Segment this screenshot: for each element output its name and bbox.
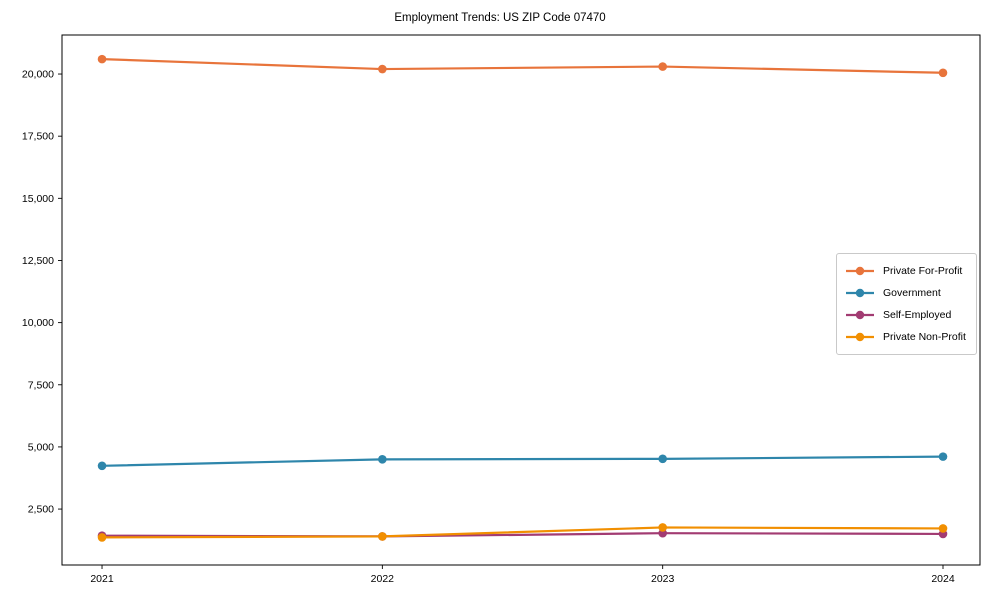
legend-item: Private For-Profit bbox=[845, 260, 966, 282]
chart-title: Employment Trends: US ZIP Code 07470 bbox=[394, 12, 606, 24]
legend-item-label: Private For-Profit bbox=[883, 265, 963, 277]
legend-line-marker-icon bbox=[846, 332, 874, 342]
data-point bbox=[97, 461, 107, 471]
data-point bbox=[938, 452, 948, 461]
legend-item-label: Self-Employed bbox=[883, 309, 952, 321]
y-tick-label: 15,000 bbox=[22, 193, 54, 205]
y-tick-label: 20,000 bbox=[22, 69, 54, 81]
legend-item: Government bbox=[845, 282, 966, 304]
legend-line-marker-icon bbox=[846, 266, 874, 276]
legend-line-marker-icon bbox=[846, 310, 874, 320]
y-tick-label: 7,500 bbox=[28, 379, 54, 391]
legend-item: Self-Employed bbox=[845, 304, 966, 326]
series-line-1 bbox=[100, 455, 945, 467]
x-tick-label: 2024 bbox=[931, 573, 955, 585]
series-line-0 bbox=[100, 58, 945, 74]
legend-item-label: Government bbox=[883, 287, 941, 299]
data-point bbox=[378, 532, 387, 541]
legend-line-marker-icon bbox=[846, 288, 874, 298]
series-line-3 bbox=[100, 526, 945, 539]
y-tick-label: 5,000 bbox=[28, 441, 54, 453]
y-tick-label: 2,500 bbox=[28, 504, 54, 516]
data-point bbox=[938, 524, 948, 533]
chart-legend: Private For-Profit Government Self-Employe… bbox=[836, 253, 977, 355]
data-point bbox=[378, 455, 387, 464]
y-tick-label: 12,500 bbox=[22, 255, 54, 267]
data-point bbox=[97, 54, 107, 64]
legend-item-label: Private Non-Profit bbox=[883, 331, 966, 343]
data-point bbox=[658, 523, 667, 532]
x-tick-label: 2023 bbox=[651, 573, 675, 585]
data-point bbox=[938, 68, 948, 78]
axis-box bbox=[61, 34, 981, 566]
x-tick-label: 2021 bbox=[90, 573, 114, 585]
y-tick-label: 10,000 bbox=[22, 317, 54, 329]
y-tick-label: 17,500 bbox=[22, 131, 54, 143]
data-point bbox=[658, 454, 667, 464]
legend-item: Private Non-Profit bbox=[845, 326, 966, 348]
data-point bbox=[97, 533, 107, 542]
x-tick-label: 2022 bbox=[371, 573, 395, 585]
data-point bbox=[378, 64, 387, 74]
data-point bbox=[658, 62, 667, 71]
